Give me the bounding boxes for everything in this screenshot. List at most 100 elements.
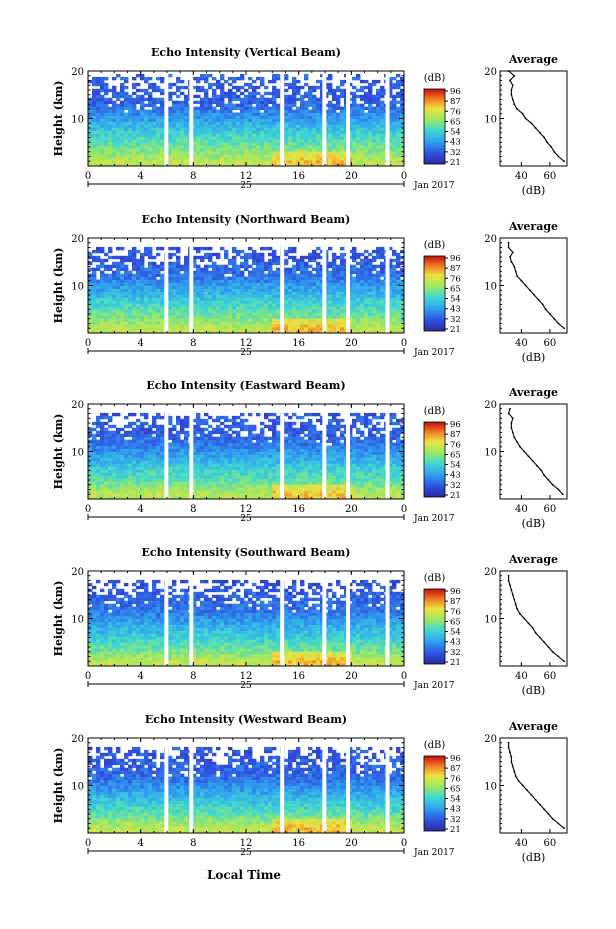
heatmap-cell [156, 127, 161, 131]
heatmap-cell [112, 475, 117, 479]
profile-point [524, 284, 527, 287]
heatmap-cell [304, 285, 309, 289]
heatmap-cell [180, 127, 185, 131]
heatmap-cell [308, 151, 313, 155]
heatmap-cell [116, 309, 121, 313]
heatmap-cell [264, 124, 269, 128]
heatmap-cell [240, 300, 245, 304]
heatmap-cell [92, 297, 97, 301]
heatmap-cell [240, 160, 245, 164]
heatmap-cell [144, 249, 149, 254]
heatmap-cell [172, 276, 177, 280]
heatmap-cell [244, 294, 249, 298]
heatmap-cell [332, 154, 337, 158]
colorbar-tick-label: 96 [450, 87, 461, 97]
heatmap-cell [284, 106, 289, 110]
heatmap-cell [120, 463, 125, 467]
heatmap-cell [248, 76, 253, 81]
heatmap-cell [112, 318, 117, 322]
heatmap-cell [360, 163, 365, 167]
heatmap-cell [372, 309, 377, 313]
heatmap-cell [264, 127, 269, 131]
heatmap-cell [328, 321, 333, 325]
heatmap-cell [196, 136, 201, 140]
colorbar-tick-label: 76 [450, 274, 461, 284]
heatmap-cell [256, 100, 261, 105]
heatmap-cell [256, 109, 261, 113]
heatmap-cell [124, 157, 129, 161]
heatmap-cell [252, 270, 257, 275]
heatmap-cell [288, 282, 293, 286]
heatmap-cell [144, 324, 149, 328]
heatmap-cell [144, 288, 149, 292]
heatmap-cell [248, 142, 253, 146]
heatmap-cell [284, 151, 289, 155]
heatmap-cell [156, 469, 161, 473]
heatmap-cell [120, 330, 125, 334]
heatmap-cell [380, 136, 385, 140]
heatmap-cell [192, 297, 197, 301]
heatmap-cell [124, 258, 129, 263]
heatmap-cell [132, 276, 137, 280]
heatmap-cell [396, 252, 401, 257]
heatmap-cell [388, 79, 393, 84]
heatmap-cell [256, 324, 261, 328]
heatmap-cell [136, 496, 141, 500]
heatmap-cell [380, 267, 385, 272]
heatmap-cell [248, 315, 253, 319]
heatmap-cell [208, 154, 213, 158]
heatmap-cell [96, 249, 101, 254]
heatmap-cell [364, 118, 369, 122]
heatmap-cell [388, 330, 393, 334]
heatmap-cell [356, 312, 361, 316]
heatmap-cell [328, 285, 333, 289]
heatmap-cell [368, 327, 373, 331]
heatmap-cell [248, 106, 253, 110]
heatmap-cell [116, 139, 121, 143]
heatmap-cell [200, 267, 205, 272]
heatmap-cell [140, 136, 145, 140]
heatmap-cell [180, 291, 185, 295]
heatmap-cell [232, 279, 237, 283]
heatmap-cell [240, 318, 245, 322]
heatmap-cell [140, 112, 145, 116]
heatmap-cell [108, 267, 113, 272]
heatmap-cell [264, 85, 269, 90]
heatmap-cell [168, 106, 173, 110]
heatmap-cell [332, 118, 337, 122]
heatmap-cell [148, 82, 153, 87]
heatmap-cell [128, 412, 133, 417]
x-axis-label: Local Time [207, 868, 281, 882]
heatmap-cell [256, 318, 261, 322]
heatmap-cell [152, 100, 157, 105]
heatmap-cell [184, 297, 189, 301]
heatmap-cell [132, 294, 137, 298]
heatmap-cell [380, 100, 385, 105]
heatmap-cell [304, 273, 309, 277]
heatmap-cell [348, 136, 353, 140]
heatmap-cell [132, 433, 137, 438]
heatmap-cell [128, 445, 133, 449]
heatmap-cell [92, 88, 97, 93]
heatmap-cell [220, 279, 225, 283]
heatmap-cell [260, 330, 265, 334]
heatmap-cell [288, 157, 293, 161]
heatmap-cell [172, 306, 177, 310]
heatmap-cell [216, 306, 221, 310]
heatmap-cell [308, 124, 313, 128]
heatmap-cell [196, 163, 201, 167]
heatmap-cell [304, 94, 309, 99]
heatmap-cell [356, 273, 361, 277]
heatmap-cell [176, 145, 181, 149]
heatmap-cell [100, 454, 105, 458]
heatmap-cell [180, 321, 185, 325]
profile-point [563, 327, 565, 330]
heatmap-cell [392, 109, 397, 113]
heatmap-cell [204, 88, 209, 93]
heatmap-cell [108, 163, 113, 167]
heatmap-cell [144, 433, 149, 438]
heatmap-cell [224, 136, 229, 140]
heatmap-cell [244, 291, 249, 295]
profile-point [543, 136, 546, 139]
heatmap-cell [276, 297, 281, 301]
